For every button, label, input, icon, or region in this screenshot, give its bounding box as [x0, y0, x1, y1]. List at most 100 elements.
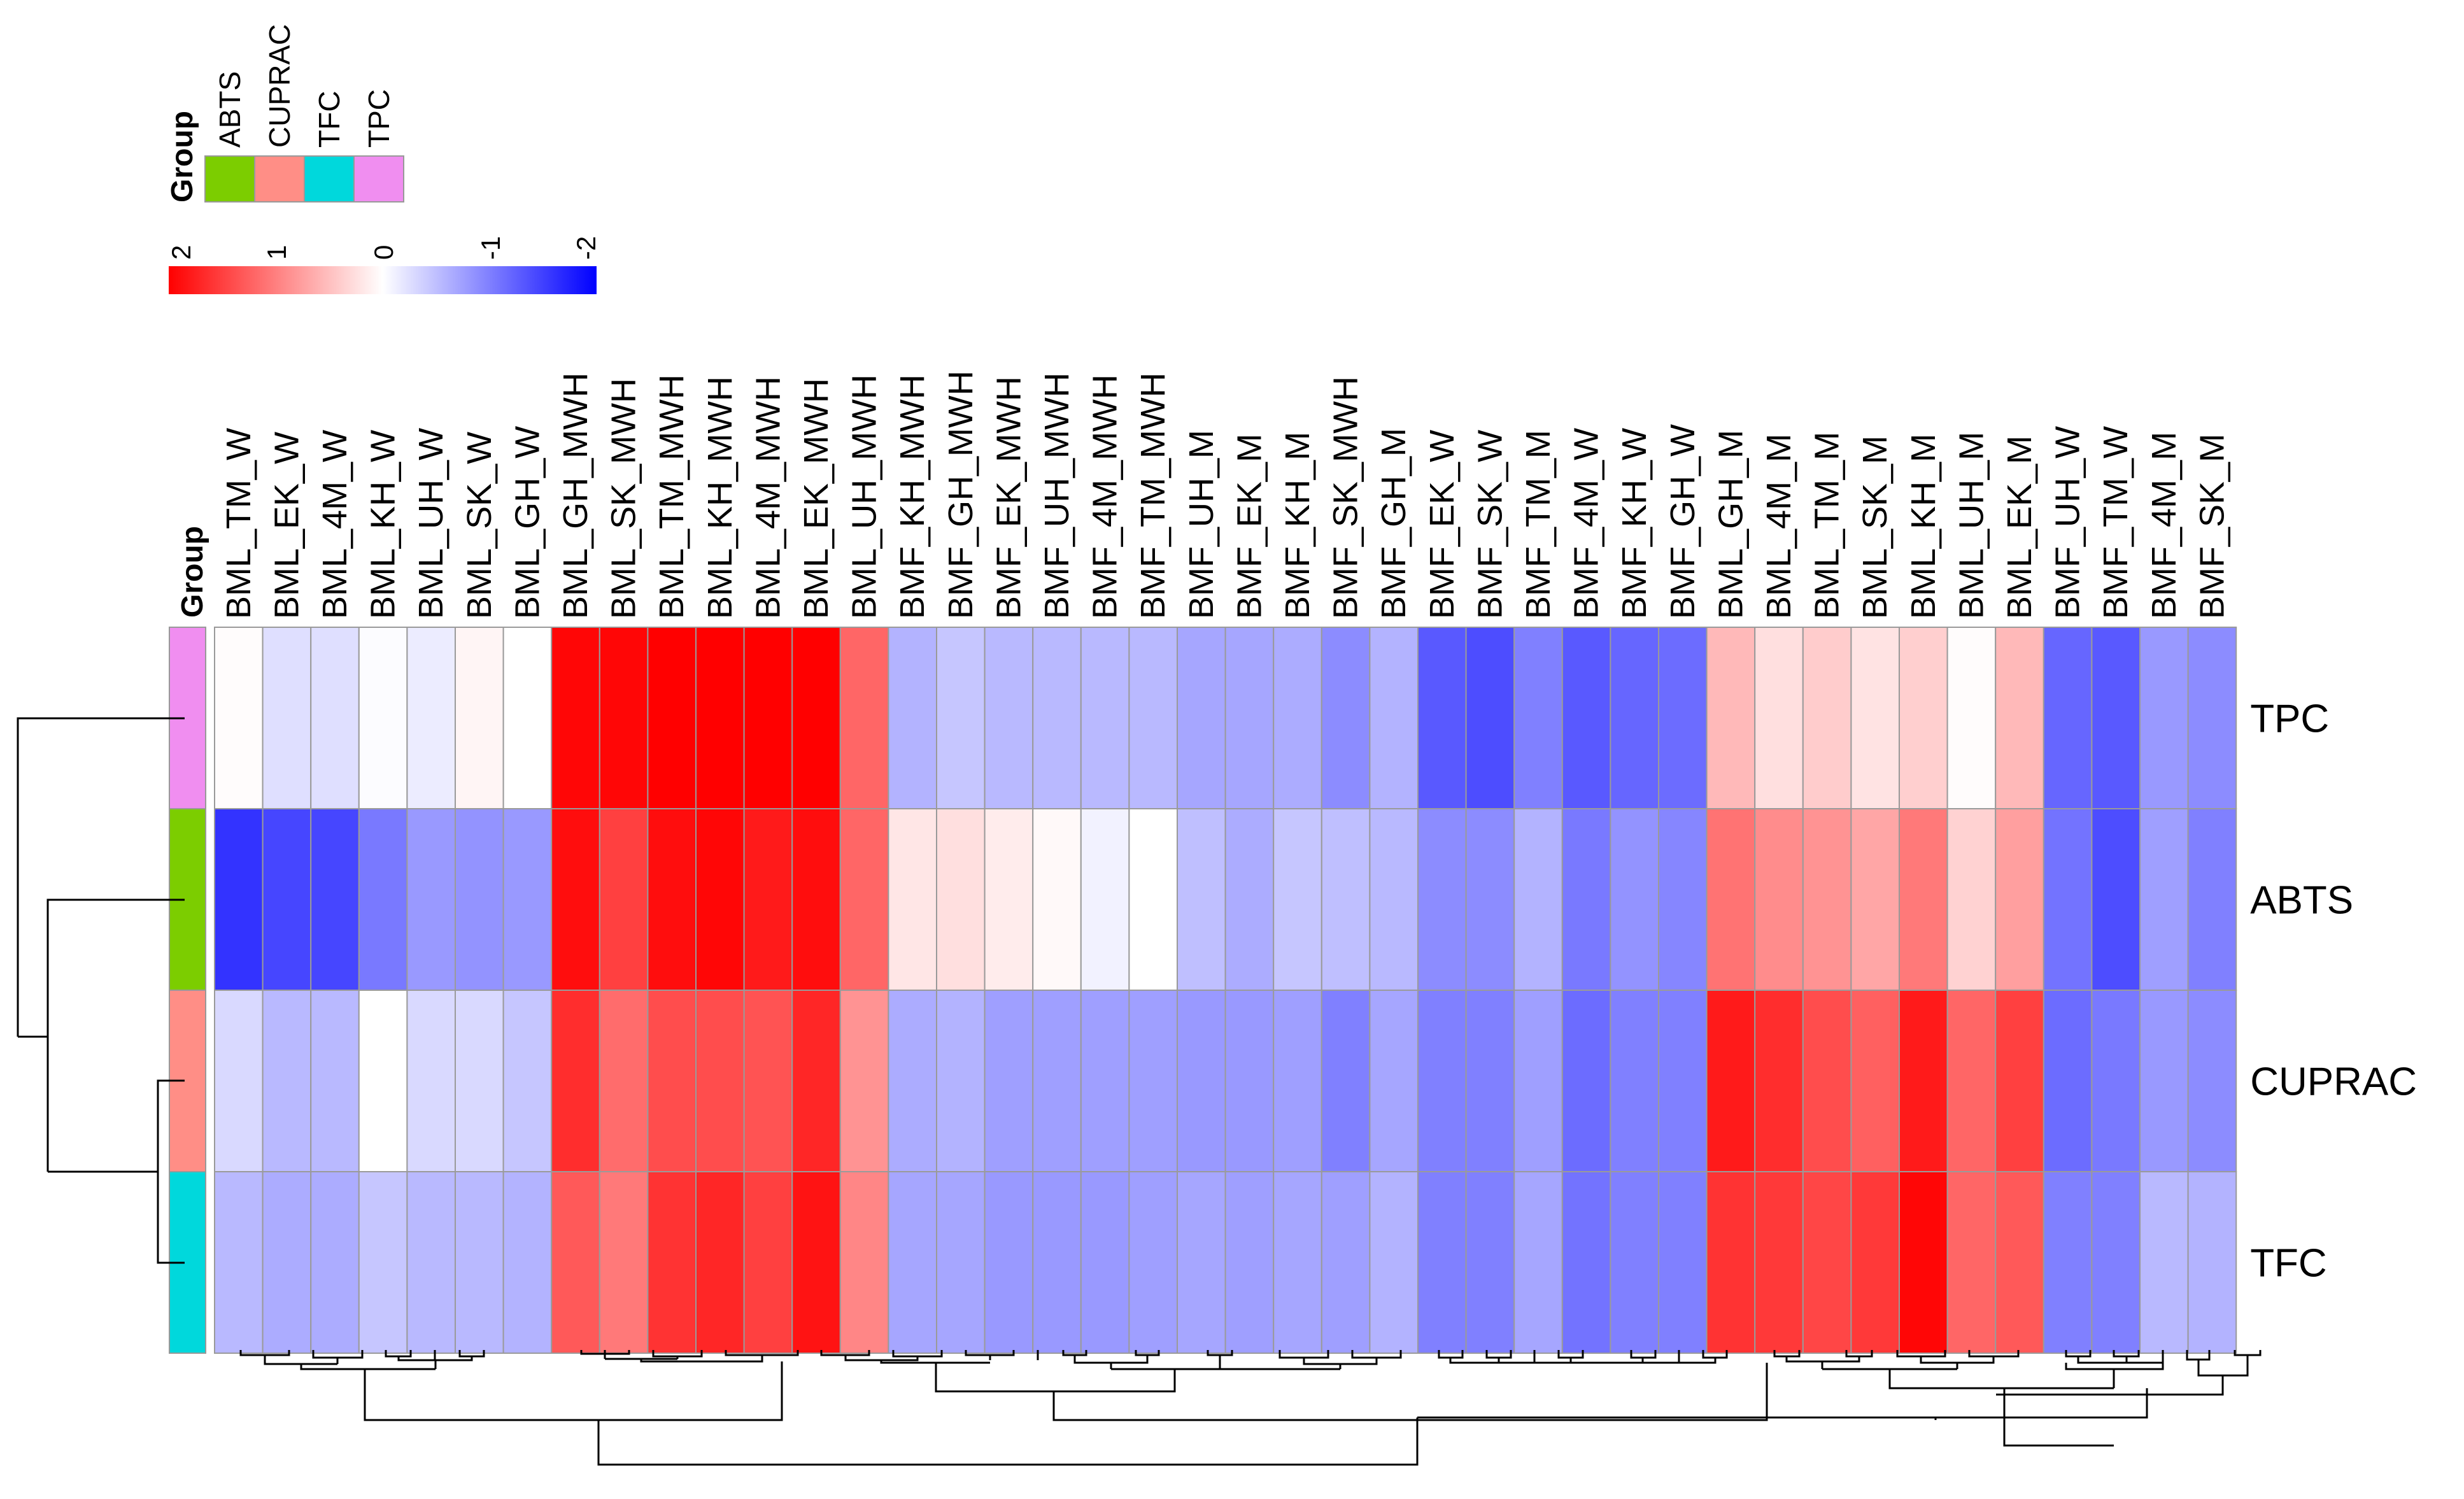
legend-label-abts: ABTS — [213, 71, 246, 148]
scale-tick-4: -2 — [571, 236, 601, 260]
row-dendrogram-tpc — [17, 717, 185, 1037]
cell-tfc-bml-ek-mwh — [791, 1171, 841, 1354]
row-dendrogram-abts — [46, 899, 185, 1172]
row-labels: TPC ABTS CUPRAC TFC — [2250, 697, 2417, 1286]
cell-tfc-bmf-ek-mwh — [984, 1171, 1034, 1354]
cell-tpc-bmf-sk-mwh — [1321, 627, 1371, 809]
column-label-bml-kh-w: BML_KH_W — [364, 430, 402, 619]
cell-abts-bmf-4m-m — [2139, 808, 2189, 991]
cell-cuprac-bml-sk-m — [1850, 990, 1900, 1172]
cell-tpc-bml-ek-m — [1995, 627, 2044, 809]
column-label-bml-uh-w: BML_UH_W — [412, 428, 450, 619]
column-label-bmf-gh-mwh: BMF_GH_MWH — [942, 371, 980, 619]
cell-tpc-bmf-gh-w — [1658, 627, 1708, 809]
cell-cuprac-bmf-ek-m — [1224, 990, 1275, 1172]
cell-tpc-bml-sk-w — [455, 627, 504, 809]
cell-abts-bml-gh-w — [502, 808, 553, 991]
cell-tpc-bmf-kh-mwh — [888, 627, 938, 809]
cell-tfc-bmf-sk-m — [2187, 1171, 2237, 1354]
row-label-tfc: TFC — [2250, 1242, 2327, 1286]
column-label-bmf-tm-w: BMF_TM_W — [2097, 426, 2135, 619]
cell-abts-bml-kh-w — [358, 808, 408, 991]
cell-tpc-bmf-tm-w — [2091, 627, 2141, 809]
cell-cuprac-bml-gh-m — [1706, 990, 1756, 1172]
cell-tpc-bmf-sk-w — [1465, 627, 1515, 809]
cell-tfc-bmf-uh-w — [2043, 1171, 2093, 1354]
row-label-cuprac: CUPRAC — [2250, 1060, 2417, 1104]
cell-tfc-bml-4m-m — [1754, 1171, 1804, 1354]
cell-tpc-bml-kh-w — [358, 627, 408, 809]
cell-tfc-bmf-4m-m — [2139, 1171, 2189, 1354]
cell-tpc-bml-tm-w — [214, 627, 264, 809]
scale-tick-3: -1 — [476, 236, 506, 260]
cell-tfc-bmf-kh-m — [1273, 1171, 1322, 1354]
cell-tfc-bmf-gh-m — [1369, 1171, 1419, 1354]
cell-abts-bmf-gh-mwh — [936, 808, 986, 991]
cell-tfc-bml-tm-m — [1802, 1171, 1852, 1354]
cell-tpc-bml-4m-m — [1754, 627, 1804, 809]
row-dendrogram — [17, 717, 185, 1264]
cell-tfc-bmf-4m-mwh — [1080, 1171, 1130, 1354]
cell-tpc-bmf-ek-w — [1417, 627, 1467, 809]
cell-tfc-bml-4m-mwh — [743, 1171, 793, 1354]
row-label-abts: ABTS — [2250, 879, 2353, 923]
cell-cuprac-bml-ek-w — [262, 990, 312, 1172]
cell-abts-bml-sk-m — [1850, 808, 1900, 991]
cell-tpc-bmf-ek-m — [1224, 627, 1275, 809]
column-label-bmf-kh-m: BMF_KH_M — [1278, 432, 1317, 619]
column-label-bml-uh-m: BML_UH_M — [1952, 432, 1990, 619]
cell-cuprac-bml-gh-mwh — [551, 990, 600, 1172]
cell-tfc-bmf-tm-mwh — [1128, 1171, 1179, 1354]
cell-cuprac-bml-sk-mwh — [598, 990, 649, 1172]
cell-cuprac-bmf-uh-w — [2043, 990, 2093, 1172]
cell-cuprac-bmf-4m-mwh — [1080, 990, 1130, 1172]
cell-tfc-bml-ek-w — [262, 1171, 312, 1354]
cell-cuprac-bml-kh-mwh — [695, 990, 745, 1172]
column-label-bmf-uh-m: BMF_UH_M — [1182, 430, 1221, 619]
cell-abts-bmf-kh-mwh — [888, 808, 938, 991]
column-label-bml-ek-w: BML_EK_W — [267, 432, 306, 619]
cell-tpc-bml-uh-w — [406, 627, 457, 809]
cell-abts-bmf-tm-m — [1513, 808, 1563, 991]
column-annotation-label: Group — [176, 526, 209, 618]
cell-abts-bml-kh-mwh — [695, 808, 745, 991]
cell-tpc-bml-uh-mwh — [839, 627, 889, 809]
cell-tfc-bmf-kh-mwh — [888, 1171, 938, 1354]
legend-label-cuprac: CUPRAC — [263, 24, 296, 148]
cell-abts-bml-uh-mwh — [839, 808, 889, 991]
column-label-bmf-gh-m: BMF_GH_M — [1375, 428, 1413, 619]
cell-abts-bml-kh-m — [1899, 808, 1948, 991]
cell-tpc-bmf-uh-m — [1177, 627, 1226, 809]
cell-tpc-bmf-4m-mwh — [1080, 627, 1130, 809]
heatmap-cells — [214, 627, 2237, 1354]
cell-tpc-bml-4m-w — [310, 627, 360, 809]
cell-tfc-bml-kh-m — [1899, 1171, 1948, 1354]
cell-cuprac-bmf-ek-w — [1417, 990, 1467, 1172]
cell-tpc-bmf-gh-m — [1369, 627, 1419, 809]
column-label-bml-tm-w: BML_TM_W — [220, 428, 258, 619]
row-dendrogram-join — [18, 1035, 158, 1173]
cell-cuprac-bml-4m-mwh — [743, 990, 793, 1172]
cell-cuprac-bml-tm-m — [1802, 990, 1852, 1172]
cell-cuprac-bmf-sk-m — [2187, 990, 2237, 1172]
cell-abts-bmf-ek-w — [1417, 808, 1467, 991]
cell-tfc-bml-uh-m — [1946, 1171, 1997, 1354]
cell-cuprac-bmf-sk-mwh — [1321, 990, 1371, 1172]
cell-cuprac-bml-uh-mwh — [839, 990, 889, 1172]
cell-abts-bmf-kh-w — [1610, 808, 1659, 991]
cell-tfc-bml-sk-mwh — [598, 1171, 649, 1354]
column-label-bml-tm-mwh: BML_TM_MWH — [653, 374, 691, 619]
scale-tick-0: 2 — [166, 245, 196, 260]
column-label-bmf-sk-w: BMF_SK_W — [1471, 430, 1509, 619]
column-label-bmf-kh-w: BMF_KH_W — [1615, 428, 1653, 619]
column-label-bml-sk-mwh: BML_SK_MWH — [605, 378, 643, 619]
cell-abts-bmf-4m-w — [1561, 808, 1611, 991]
cell-abts-bmf-tm-mwh — [1128, 808, 1179, 991]
cell-abts-bmf-gh-m — [1369, 808, 1419, 991]
cell-abts-bml-gh-mwh — [551, 808, 600, 991]
column-label-bmf-tm-mwh: BMF_TM_MWH — [1134, 373, 1172, 619]
column-label-bmf-sk-m: BMF_SK_M — [2193, 434, 2231, 619]
cell-cuprac-bml-tm-w — [214, 990, 264, 1172]
column-label-bml-gh-mwh: BML_GH_MWH — [556, 373, 595, 619]
